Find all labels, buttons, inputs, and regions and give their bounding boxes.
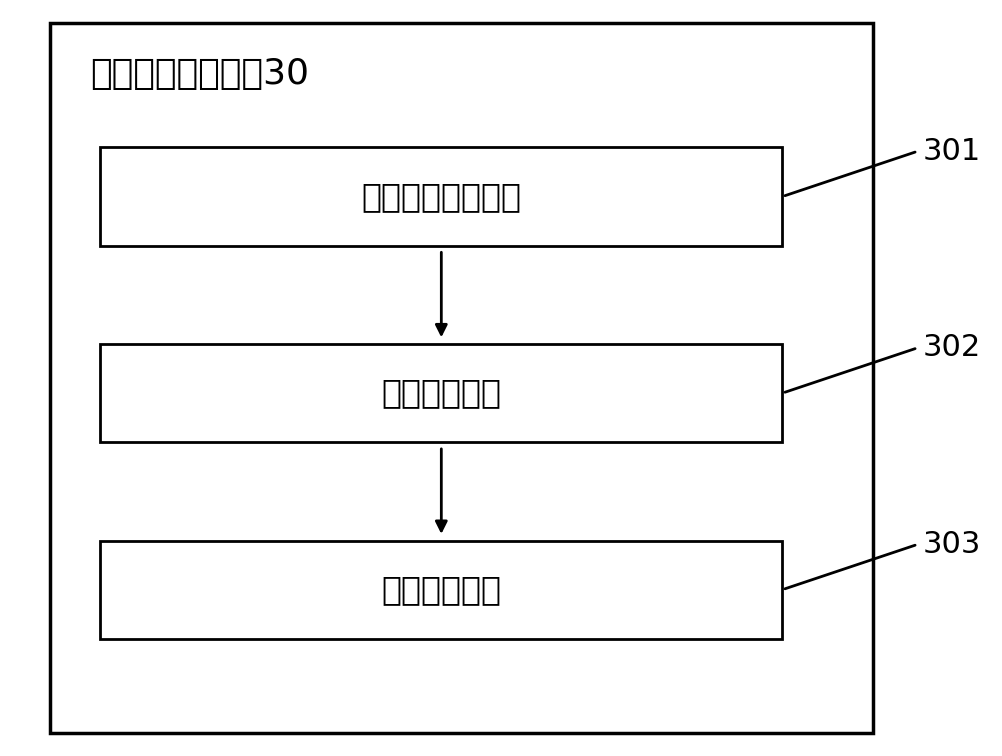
FancyBboxPatch shape [100,147,782,246]
Text: 数据匹配模块: 数据匹配模块 [381,376,501,410]
Text: 302: 302 [922,333,980,362]
Text: 数据匹配模块: 数据匹配模块 [381,573,501,606]
FancyBboxPatch shape [100,541,782,639]
Text: 303: 303 [922,530,980,559]
FancyBboxPatch shape [50,23,872,733]
Text: 匹配标签生成模块: 匹配标签生成模块 [361,180,521,213]
Text: 诊断报告生成模块30: 诊断报告生成模块30 [90,57,309,91]
FancyBboxPatch shape [100,344,782,442]
Text: 301: 301 [922,137,980,166]
